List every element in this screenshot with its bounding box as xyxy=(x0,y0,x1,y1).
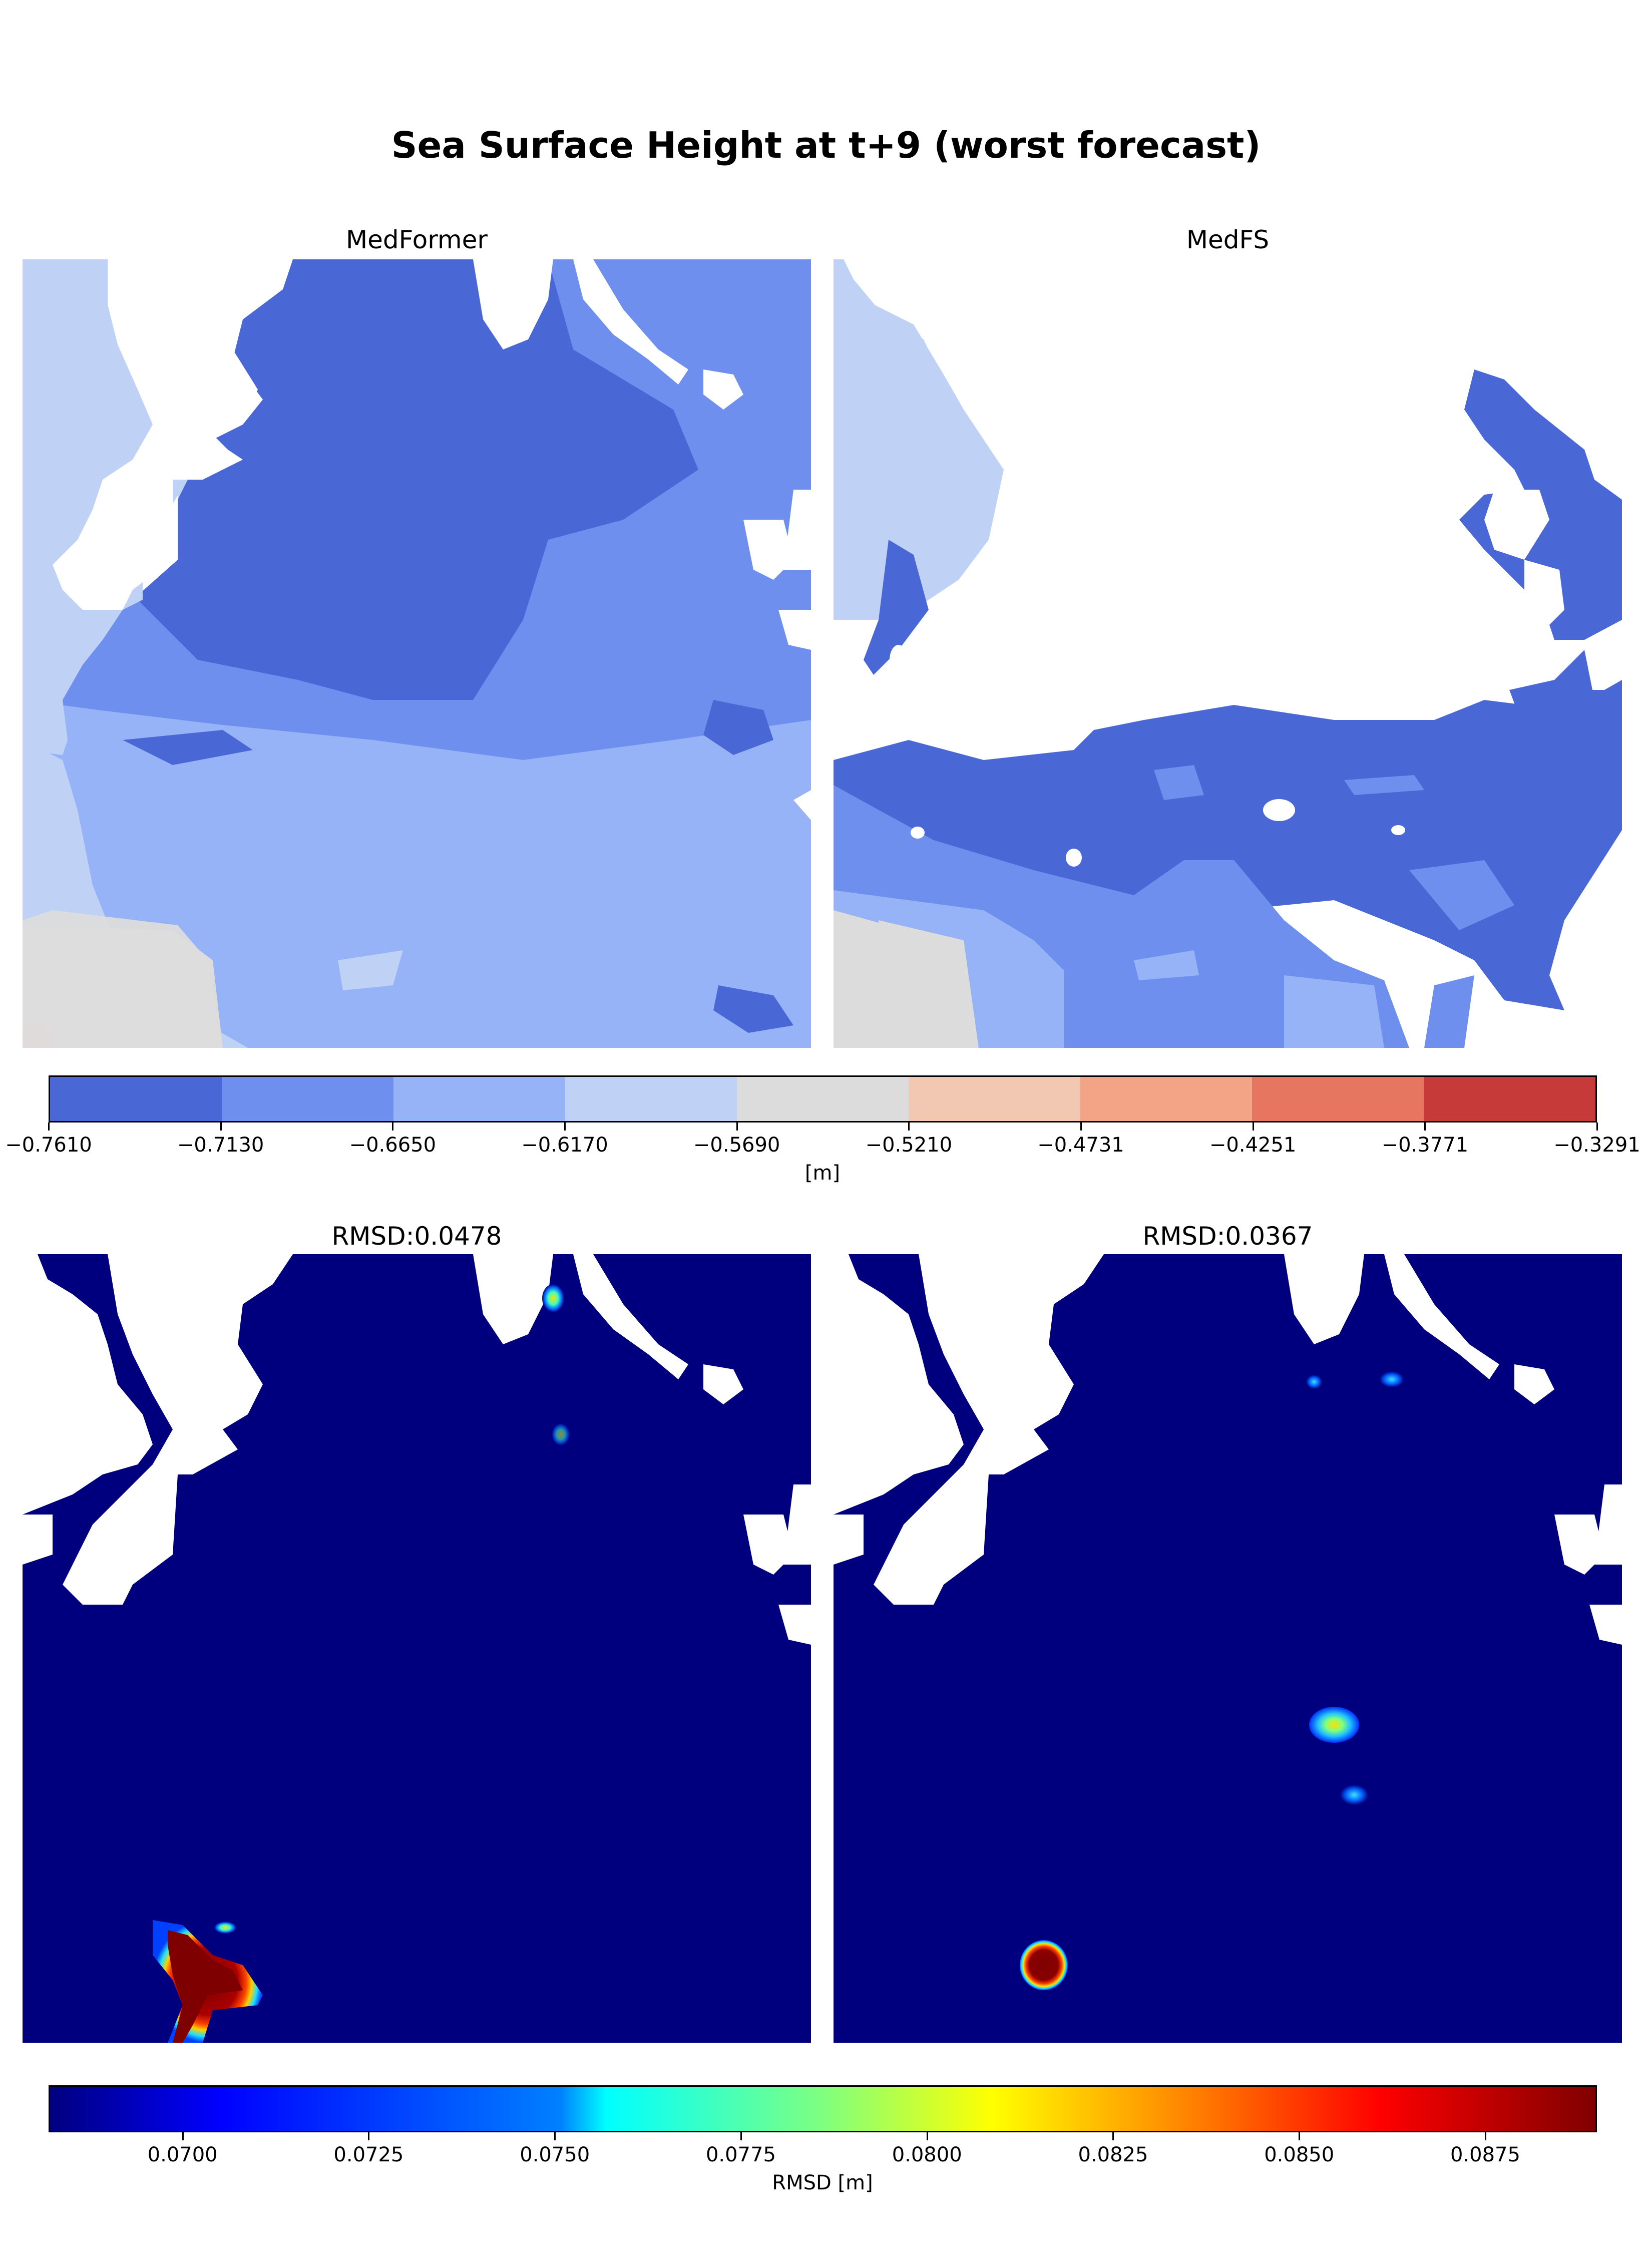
rmsd-colorbar-tick-label: 0.0700 xyxy=(147,2143,218,2166)
ssh-colorbar-tick xyxy=(1424,1122,1426,1131)
rmsd-colorbar-tick-label: 0.0850 xyxy=(1264,2143,1335,2166)
ssh-colorbar-tick xyxy=(1596,1122,1598,1131)
ssh-level-1 xyxy=(50,1077,222,1121)
figure-title: Sea Surface Height at t+9 (worst forecas… xyxy=(391,124,1261,166)
panel-title-medformer: MedFormer xyxy=(346,225,488,254)
rmsd-colorbar-tick xyxy=(926,2132,928,2140)
rmsd-colorbar-tick xyxy=(1484,2132,1486,2140)
rmsd-map-medfs xyxy=(834,1254,1622,2043)
ssh-colorbar-tick-label: −0.4731 xyxy=(1037,1134,1124,1157)
rmsd-colorbar-label: RMSD [m] xyxy=(772,2171,873,2194)
ssh-colorbar-tick xyxy=(564,1122,566,1131)
panel-title-rmsd-medformer: RMSD:0.0478 xyxy=(331,1222,502,1251)
rmsd-colorbar-tick-label: 0.0725 xyxy=(333,2143,404,2166)
ssh-colorbar-label: [m] xyxy=(804,1162,841,1185)
rmsd-colorbar-tick-label: 0.0875 xyxy=(1450,2143,1520,2166)
rmsd-colorbar-tick xyxy=(182,2132,184,2140)
ssh-level-6 xyxy=(909,1077,1080,1121)
rmsd-colorbar-tick xyxy=(1112,2132,1114,2140)
ssh-colorbar-tick-label: −0.3771 xyxy=(1381,1134,1469,1157)
ssh-colorbar-tick xyxy=(908,1122,910,1131)
ssh-colorbar-tick-label: −0.6650 xyxy=(349,1134,437,1157)
ssh-colorbar xyxy=(49,1075,1597,1122)
ssh-colorbar-tick-label: −0.4251 xyxy=(1209,1134,1297,1157)
panel-title-medfs: MedFS xyxy=(1186,225,1270,254)
ssh-colorbar-tick xyxy=(392,1122,394,1131)
ssh-level-5 xyxy=(737,1077,909,1121)
ssh-level-3 xyxy=(393,1077,565,1121)
rmsd-colorbar-tick xyxy=(554,2132,556,2140)
ssh-map-medfs xyxy=(834,259,1622,1048)
ssh-map-medformer xyxy=(23,259,811,1048)
rmsd-colorbar xyxy=(49,2085,1597,2132)
rmsd-colorbar-tick xyxy=(740,2132,742,2140)
ssh-colorbar-tick-label: −0.5690 xyxy=(693,1134,780,1157)
ssh-colorbar-tick xyxy=(48,1122,50,1131)
panel-title-rmsd-medfs: RMSD:0.0367 xyxy=(1142,1222,1313,1251)
ssh-level-2 xyxy=(222,1077,393,1121)
rmsd-map-medformer xyxy=(23,1254,811,2043)
rmsd-colorbar-tick xyxy=(1299,2132,1301,2140)
ssh-level-4 xyxy=(565,1077,737,1121)
rmsd-colorbar-tick-label: 0.0800 xyxy=(892,2143,962,2166)
ssh-level-8 xyxy=(1252,1077,1424,1121)
ssh-colorbar-tick-label: −0.5210 xyxy=(865,1134,953,1157)
rmsd-colorbar-tick-label: 0.0750 xyxy=(520,2143,590,2166)
rmsd-colorbar-tick xyxy=(368,2132,370,2140)
rmsd-colorbar-tick-label: 0.0775 xyxy=(705,2143,776,2166)
ssh-colorbar-tick-label: −0.7610 xyxy=(5,1134,92,1157)
ssh-colorbar-tick xyxy=(1252,1122,1254,1131)
ssh-colorbar-tick-label: −0.6170 xyxy=(521,1134,608,1157)
ssh-level-9 xyxy=(1424,1077,1595,1121)
rmsd-colorbar-tick-label: 0.0825 xyxy=(1078,2143,1148,2166)
ssh-colorbar-tick xyxy=(220,1122,222,1131)
ssh-colorbar-tick xyxy=(736,1122,738,1131)
ssh-colorbar-tick xyxy=(1080,1122,1082,1131)
ssh-level-7 xyxy=(1080,1077,1252,1121)
ssh-colorbar-tick-label: −0.7130 xyxy=(177,1134,264,1157)
ssh-colorbar-tick-label: −0.3291 xyxy=(1553,1134,1640,1157)
